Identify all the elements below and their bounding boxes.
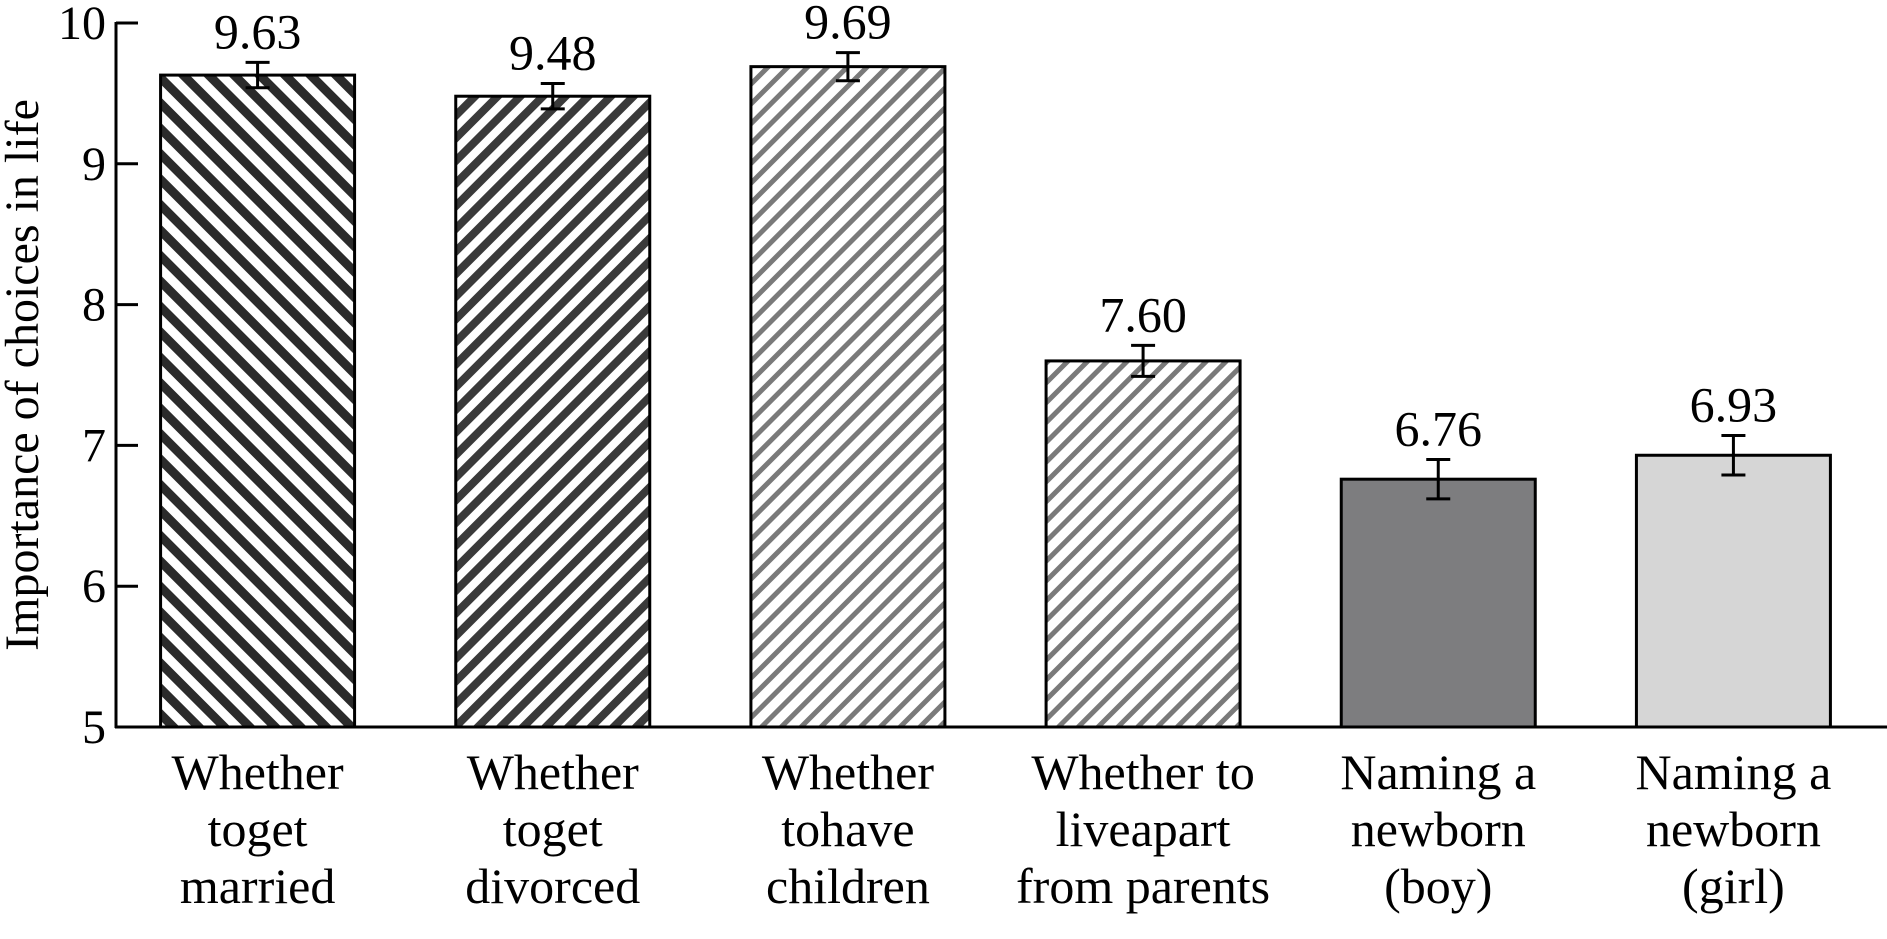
y-tick-label: 10 [58, 0, 106, 50]
error-bars [245, 51, 1746, 501]
bar [454, 94, 652, 729]
y-tick-label: 9 [82, 138, 106, 191]
bar [749, 65, 947, 729]
y-ticks: 5 6 7 8 9 10 [58, 0, 138, 754]
category-label-line: Naming a [1636, 744, 1832, 800]
category-label-line: Whether to [1031, 744, 1255, 800]
category-label-line: Whether [172, 744, 344, 800]
category-label-line: toget [503, 801, 603, 857]
value-labels: 9.63 9.48 9.69 7.60 6.76 6.93 [214, 0, 1777, 456]
category-label-line: (girl) [1682, 858, 1785, 914]
category-label-line: newborn [1646, 801, 1821, 857]
bar [1634, 453, 1832, 729]
category-label-line: divorced [465, 858, 640, 914]
value-label: 7.60 [1099, 286, 1187, 342]
axes: 5 6 7 8 9 10 [58, 0, 1887, 754]
category-label-line: tohave [781, 801, 914, 857]
bars [159, 65, 1832, 729]
category-label-line: Whether [467, 744, 639, 800]
category-label-line: Naming a [1340, 744, 1536, 800]
bar [1044, 359, 1242, 729]
y-axis-title: Importance of choices in life [0, 99, 49, 651]
bar [159, 73, 357, 729]
value-label: 9.69 [804, 0, 892, 50]
value-label: 9.63 [214, 3, 302, 59]
category-label-line: married [180, 858, 335, 914]
category-labels: WhethertogetmarriedWhethertogetdivorcedW… [172, 744, 1832, 914]
category-label-line: (boy) [1384, 858, 1492, 914]
y-tick-label: 7 [82, 419, 106, 472]
category-label-line: children [766, 858, 930, 914]
value-label: 9.48 [509, 25, 597, 81]
category-label-line: liveapart [1056, 801, 1231, 857]
value-label: 6.76 [1395, 400, 1483, 456]
y-tick-label: 8 [82, 279, 106, 332]
y-tick-label: 5 [82, 701, 106, 754]
category-label-line: Whether [762, 744, 934, 800]
value-label: 6.93 [1690, 377, 1778, 433]
y-tick-label: 6 [82, 560, 106, 613]
category-label-line: from parents [1016, 858, 1270, 914]
bar [1339, 477, 1537, 729]
category-label-line: newborn [1351, 801, 1526, 857]
category-label-line: toget [208, 801, 308, 857]
